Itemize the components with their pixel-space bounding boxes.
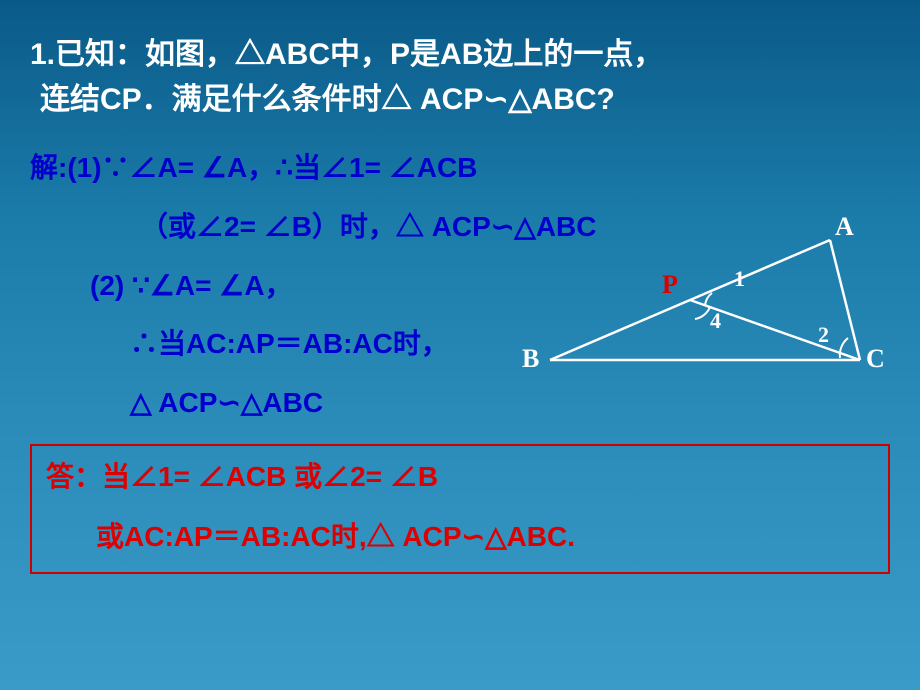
vertex-label-b: B (522, 344, 539, 374)
answer-line-2: 或AC:AP＝AB:AC时,△ ACP∽△ABC. (46, 516, 874, 558)
angle-arc-1 (705, 293, 712, 306)
angle-label-4: 4 (710, 308, 721, 334)
triangle-diagram: A B C P 1 2 4 (540, 230, 880, 380)
solution-line-1: 解:(1)∵∠A= ∠A，∴当∠1= ∠ACB (0, 146, 920, 191)
question-block: 1.已知：如图，△ABC中，P是AB边上的一点， 连结CP．满足什么条件时△ A… (0, 0, 920, 132)
vertex-label-a: A (835, 212, 854, 242)
angle-arc-4 (695, 307, 710, 319)
solution-line-5: △ ACP∽△ABC (0, 381, 920, 426)
angle-label-1: 1 (734, 266, 745, 292)
answer-line-1: 答：当∠1= ∠ACB 或∠2= ∠B (46, 456, 874, 498)
answer-box: 答：当∠1= ∠ACB 或∠2= ∠B 或AC:AP＝AB:AC时,△ ACP∽… (30, 444, 890, 574)
question-line-2: 连结CP．满足什么条件时△ ACP∽△ABC? (30, 77, 890, 122)
angle-label-2: 2 (818, 322, 829, 348)
vertex-label-c: C (866, 344, 885, 374)
question-line-1: 1.已知：如图，△ABC中，P是AB边上的一点， (30, 32, 890, 77)
vertex-label-p: P (662, 270, 678, 300)
